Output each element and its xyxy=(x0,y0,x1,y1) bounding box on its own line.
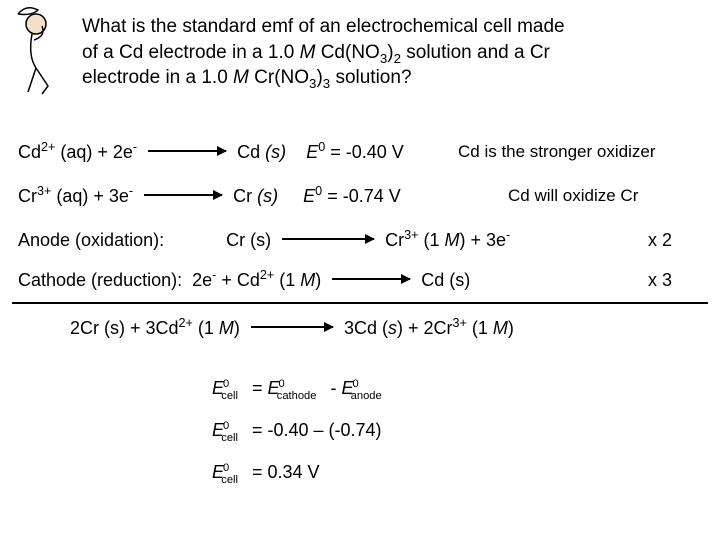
eq1-eq: = xyxy=(247,378,268,398)
eq1-zero2: 0 xyxy=(279,378,285,390)
hr1-rhs-a: Cd xyxy=(237,142,265,162)
hr2-lhs-sup: 3+ xyxy=(37,184,51,198)
ov-M2: M xyxy=(493,318,508,338)
ov-rhs-d: ) xyxy=(508,318,514,338)
ov-rhs-s: s xyxy=(388,318,397,338)
hr2-rhs-a: Cr xyxy=(233,186,257,206)
arrow-icon xyxy=(282,238,374,240)
q-line3d: solution? xyxy=(330,67,411,88)
hr2-lhs-a: Cr xyxy=(18,186,37,206)
q-line2a: of a Cd electrode in a 1.0 xyxy=(82,42,300,63)
ov-lhs-c: ) xyxy=(234,318,240,338)
slide: { "question": { "line1_a": "What is the … xyxy=(0,0,720,540)
anode-rhs-sup: 3+ xyxy=(404,228,418,242)
eq1-cath: cathode xyxy=(277,390,317,402)
question-text: What is the standard emf of an electroch… xyxy=(82,14,682,91)
hr1-lhs-sup2: - xyxy=(133,140,137,154)
hr2-lhs-b: (aq) + 3e xyxy=(51,186,129,206)
cath-lhs-a: 2e xyxy=(192,270,212,290)
anode-label: Anode (oxidation): xyxy=(18,230,164,250)
ov-rhs-c: (1 xyxy=(467,318,493,338)
hr1-rhs-s: (s) xyxy=(265,142,286,162)
eq1-zero: 0 xyxy=(223,378,229,390)
eq1-cell: cell xyxy=(221,390,238,402)
cath-lhs-sup2: 2+ xyxy=(260,268,274,282)
hr2-E: E xyxy=(303,186,315,206)
hr1-lhs-a: Cd xyxy=(18,142,41,162)
note-cd-stronger: Cd is the stronger oxidizer xyxy=(458,142,655,162)
ov-rhs-b: ) + 2Cr xyxy=(397,318,453,338)
q-line1: What is the standard emf of an electroch… xyxy=(82,16,565,37)
note-cd-oxidize: Cd will oxidize Cr xyxy=(508,186,638,206)
eq1-zero3: 0 xyxy=(352,378,358,390)
cath-lhs-c: (1 xyxy=(274,270,300,290)
q-sub2a: 2 xyxy=(394,50,401,65)
hr1-E: E xyxy=(306,142,318,162)
ov-M1: M xyxy=(219,318,234,338)
q-line3b: Cr(NO xyxy=(249,67,309,88)
q-M2: M xyxy=(233,67,249,88)
q-line2b: Cd(NO xyxy=(315,42,379,63)
anode-rhs-c: ) + 3e xyxy=(460,230,507,250)
thinker-icon xyxy=(14,6,72,96)
anode-M: M xyxy=(445,230,460,250)
ov-rhs-sup: 3+ xyxy=(452,316,466,330)
cathode-row: Cathode (reduction): 2e- + Cd2+ (1 M) Cd… xyxy=(18,270,702,291)
anode-row: Anode (oxidation): Cr (s) Cr3+ (1 M) + 3… xyxy=(18,230,702,251)
anode-lhs: Cr (s) xyxy=(226,230,271,250)
q-line3a: electrode in a 1.0 xyxy=(82,67,233,88)
eq2-zero: 0 xyxy=(223,420,229,432)
eq1-an: anode xyxy=(351,390,382,402)
ov-lhs-a: 2Cr (s) + 3Cd xyxy=(70,318,179,338)
eq2-cell: cell xyxy=(221,432,238,444)
anode-rhs-b: (1 xyxy=(419,230,445,250)
eq2-val: = -0.40 – (-0.74) xyxy=(247,420,382,440)
ov-rhs-a: 3Cd ( xyxy=(344,318,388,338)
equation-formula: E0cell = E0cathode - E0anode xyxy=(212,378,720,399)
eq1-minus: - xyxy=(325,378,341,398)
eq3-zero: 0 xyxy=(223,462,229,474)
hr1-lhs-b: (aq) + 2e xyxy=(55,142,133,162)
equation-substituted: E0cell = -0.40 – (-0.74) xyxy=(212,420,720,441)
overall-reaction: 2Cr (s) + 3Cd2+ (1 M) 3Cd (s) + 2Cr3+ (1… xyxy=(70,318,720,339)
cathode-label: Cathode (reduction): xyxy=(18,270,182,290)
cath-lhs-d: ) xyxy=(315,270,321,290)
hr2-rhs-s: (s) xyxy=(257,186,278,206)
arrow-icon xyxy=(251,326,333,328)
eq3-val: = 0.34 V xyxy=(247,462,320,482)
anode-rhs-a: Cr xyxy=(385,230,404,250)
equation-result: E0cell = 0.34 V xyxy=(212,462,720,483)
arrow-icon xyxy=(148,150,226,152)
cath-M: M xyxy=(300,270,315,290)
eq3-cell: cell xyxy=(221,474,238,486)
ov-lhs-sup: 2+ xyxy=(179,316,193,330)
cath-lhs-b: + Cd xyxy=(216,270,260,290)
arrow-icon xyxy=(144,194,222,196)
cath-rhs: Cd (s) xyxy=(421,270,470,290)
anode-rhs-sup2: - xyxy=(506,228,510,242)
q-line2d: solution and a Cr xyxy=(401,42,550,63)
hr2-Eval: = -0.74 V xyxy=(322,186,401,206)
hr2-lhs-sup2: - xyxy=(129,184,133,198)
horizontal-rule xyxy=(12,302,708,304)
hr1-Eval: = -0.40 V xyxy=(325,142,404,162)
hr1-lhs-sup: 2+ xyxy=(41,140,55,154)
arrow-icon xyxy=(332,278,410,280)
multiplier-x3: x 3 xyxy=(648,270,672,291)
multiplier-x2: x 2 xyxy=(648,230,672,251)
ov-lhs-b: (1 xyxy=(193,318,219,338)
q-M1: M xyxy=(300,42,316,63)
